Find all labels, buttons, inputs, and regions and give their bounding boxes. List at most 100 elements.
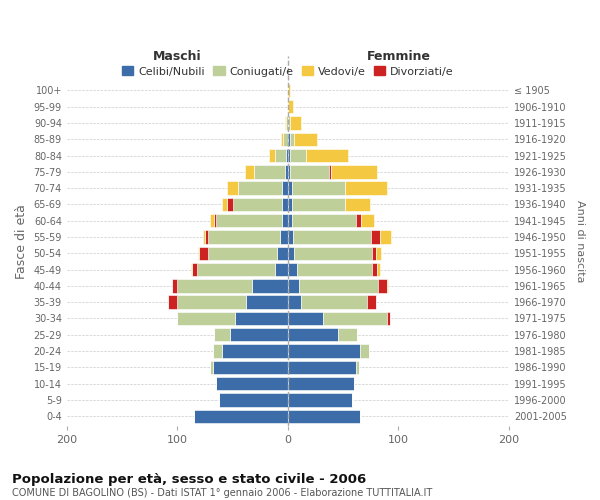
Bar — [230, 328, 288, 342]
Bar — [377, 263, 380, 276]
Bar — [169, 296, 178, 309]
Bar — [356, 360, 359, 374]
Bar — [199, 246, 208, 260]
Bar — [216, 377, 288, 390]
Bar — [290, 132, 295, 146]
Y-axis label: Anni di nascita: Anni di nascita — [575, 200, 585, 282]
Bar — [288, 230, 293, 243]
Bar — [356, 214, 361, 228]
Text: Maschi: Maschi — [153, 50, 202, 62]
Bar — [212, 344, 221, 358]
Bar — [371, 230, 380, 243]
Bar — [288, 198, 292, 211]
Bar — [288, 116, 290, 130]
Bar — [208, 230, 280, 243]
Bar — [376, 246, 381, 260]
Bar — [338, 328, 358, 342]
Text: Femmine: Femmine — [367, 50, 430, 62]
Text: Popolazione per età, sesso e stato civile - 2006: Popolazione per età, sesso e stato civil… — [12, 472, 366, 486]
Bar — [292, 214, 356, 228]
Bar — [301, 296, 367, 309]
Bar — [235, 312, 288, 325]
Bar — [367, 296, 376, 309]
Bar — [283, 214, 288, 228]
Bar — [220, 393, 288, 406]
Bar — [178, 312, 235, 325]
Bar — [269, 149, 275, 162]
Bar — [214, 328, 230, 342]
Bar — [290, 149, 305, 162]
Bar — [203, 230, 205, 243]
Bar — [254, 165, 284, 178]
Bar — [253, 279, 288, 292]
Bar — [288, 328, 338, 342]
Bar — [205, 230, 208, 243]
Bar — [277, 246, 288, 260]
Bar — [288, 393, 352, 406]
Bar — [194, 410, 288, 423]
Bar — [361, 214, 374, 228]
Bar — [288, 263, 297, 276]
Bar — [372, 246, 376, 260]
Bar — [288, 410, 360, 423]
Bar — [292, 182, 346, 195]
Bar — [221, 198, 227, 211]
Bar — [283, 132, 288, 146]
Bar — [288, 344, 360, 358]
Bar — [288, 296, 301, 309]
Bar — [290, 116, 301, 130]
Bar — [288, 100, 293, 114]
Text: COMUNE DI BAGOLINO (BS) - Dati ISTAT 1° gennaio 2006 - Elaborazione TUTTITALIA.I: COMUNE DI BAGOLINO (BS) - Dati ISTAT 1° … — [12, 488, 432, 498]
Bar — [275, 149, 286, 162]
Bar — [379, 279, 388, 292]
Bar — [295, 132, 317, 146]
Bar — [214, 214, 216, 228]
Bar — [372, 263, 377, 276]
Bar — [245, 165, 254, 178]
Bar — [283, 198, 288, 211]
Bar — [288, 377, 354, 390]
Bar — [331, 165, 377, 178]
Y-axis label: Fasce di età: Fasce di età — [15, 204, 28, 279]
Bar — [288, 149, 290, 162]
Bar — [172, 279, 178, 292]
Bar — [295, 246, 372, 260]
Bar — [288, 132, 290, 146]
Bar — [283, 182, 288, 195]
Bar — [208, 246, 277, 260]
Bar — [233, 198, 283, 211]
Bar — [178, 279, 253, 292]
Bar — [305, 149, 347, 162]
Bar — [216, 214, 283, 228]
Bar — [346, 198, 370, 211]
Legend: Celibi/Nubili, Coniugati/e, Vedovi/e, Divorziati/e: Celibi/Nubili, Coniugati/e, Vedovi/e, Di… — [118, 62, 458, 81]
Bar — [221, 344, 288, 358]
Bar — [292, 198, 346, 211]
Bar — [380, 230, 391, 243]
Bar — [290, 165, 329, 178]
Bar — [197, 263, 275, 276]
Bar — [275, 263, 288, 276]
Bar — [360, 344, 368, 358]
Bar — [191, 263, 197, 276]
Bar — [211, 360, 212, 374]
Bar — [211, 214, 214, 228]
Bar — [288, 182, 292, 195]
Bar — [227, 198, 233, 211]
Bar — [281, 132, 283, 146]
Bar — [284, 116, 286, 130]
Bar — [293, 230, 371, 243]
Bar — [238, 182, 283, 195]
Bar — [323, 312, 388, 325]
Bar — [286, 116, 288, 130]
Bar — [286, 149, 288, 162]
Bar — [212, 360, 288, 374]
Bar — [388, 312, 389, 325]
Bar — [288, 279, 299, 292]
Bar — [299, 279, 379, 292]
Bar — [288, 165, 290, 178]
Bar — [246, 296, 288, 309]
Bar — [288, 246, 295, 260]
Bar — [297, 263, 372, 276]
Bar — [288, 214, 292, 228]
